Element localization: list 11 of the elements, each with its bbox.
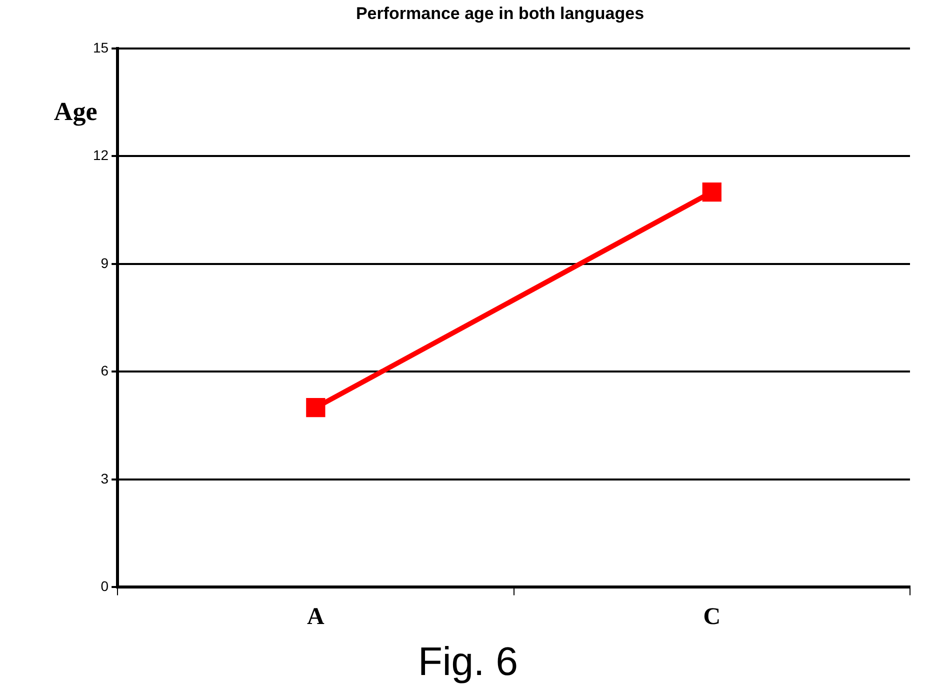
caption: Fig. 6 (416, 640, 520, 685)
y-tick-label: 0 (100, 578, 109, 594)
y-tick-label: 15 (92, 39, 109, 56)
y-tick-label: 6 (100, 362, 109, 379)
y-tick-label: 3 (100, 470, 109, 486)
y-tick-label: 9 (100, 254, 109, 271)
chart-title: Performance age in both languages (356, 4, 644, 23)
x-tick-label: C (703, 604, 721, 630)
x-tick-label: A (307, 604, 326, 630)
y-axis-title: Age (54, 96, 98, 126)
y-tick-label: 12 (92, 147, 109, 164)
